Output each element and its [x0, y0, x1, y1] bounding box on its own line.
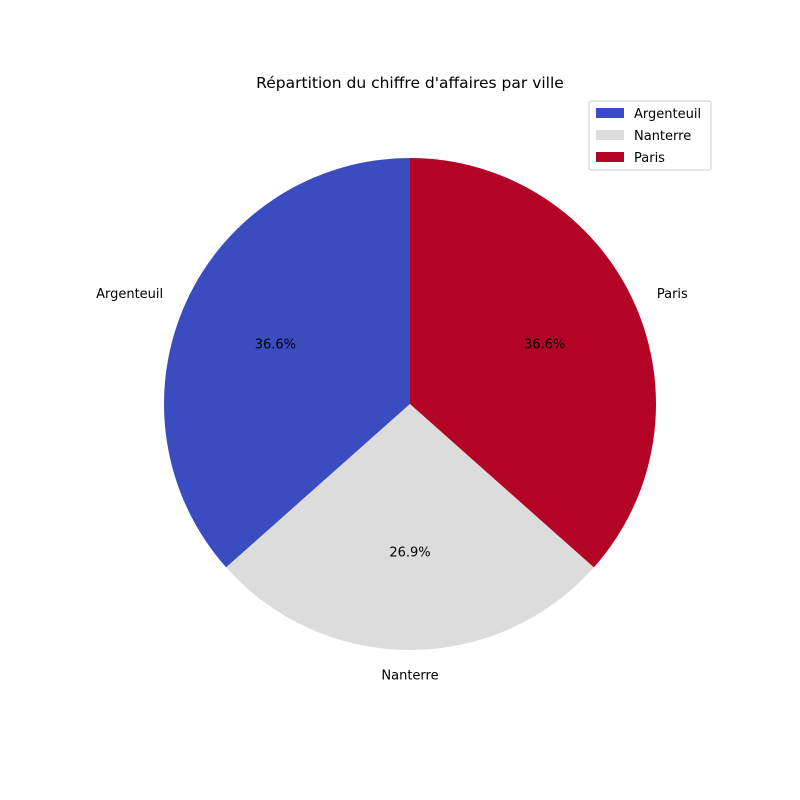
legend: Argenteuil Nanterre Paris	[588, 100, 712, 171]
legend-swatch-nanterre	[596, 130, 624, 140]
legend-swatch-argenteuil	[596, 108, 624, 118]
pie-slices	[163, 158, 656, 651]
slice-percent-argenteuil: 36.6%	[255, 338, 296, 353]
slice-label-argenteuil: Argenteuil	[96, 287, 163, 302]
legend-label-argenteuil: Argenteuil	[634, 107, 701, 122]
slice-label-paris: Paris	[657, 287, 688, 302]
pie-slice-argenteuil	[163, 158, 410, 568]
slice-label-nanterre: Nanterre	[381, 669, 438, 684]
slice-percent-paris: 36.6%	[524, 338, 565, 353]
legend-swatch-paris	[596, 152, 624, 162]
legend-label-nanterre: Nanterre	[634, 129, 691, 144]
pie-slice-nanterre	[226, 404, 594, 651]
chart-title: Répartition du chiffre d'affaires par vi…	[256, 74, 564, 92]
pie-slice-paris	[410, 158, 656, 568]
slice-percent-nanterre: 26.9%	[389, 546, 430, 561]
legend-label-paris: Paris	[634, 151, 665, 166]
pie-labels: Argenteuil 36.6% Nanterre 26.9% Paris 36.6%	[96, 287, 688, 683]
